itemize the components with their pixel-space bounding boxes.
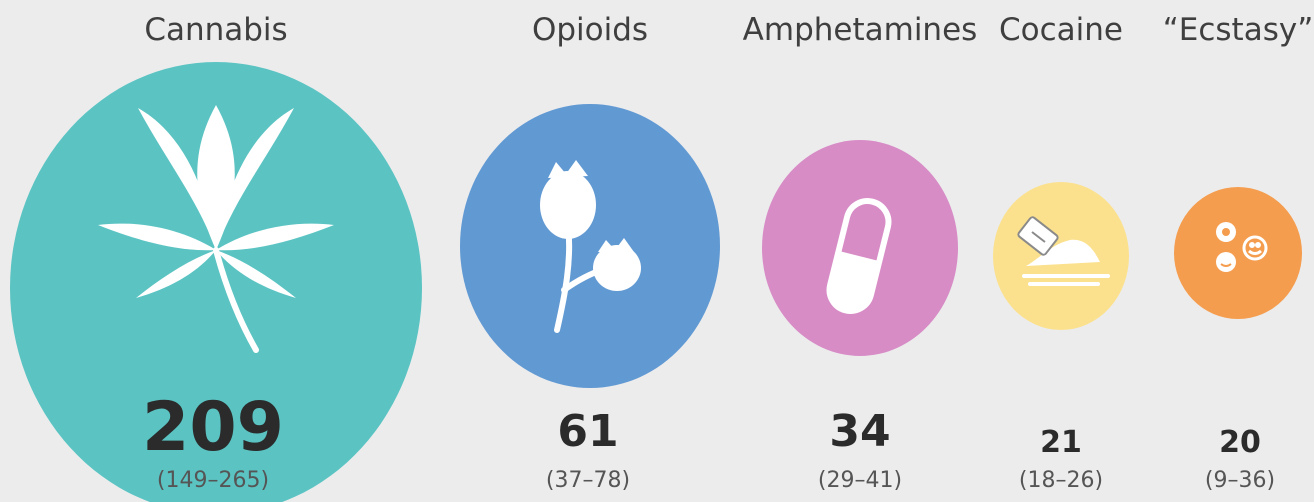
bubble-amphetamines <box>762 140 958 356</box>
range-label-ecstasy: (9–36) <box>1205 468 1275 493</box>
category-label-opioids: Opioids <box>532 12 648 48</box>
category-label-cocaine: Cocaine <box>999 12 1123 48</box>
poppy-icon <box>540 160 641 333</box>
bubble-group-cannabis: Cannabis 209 (149–265) <box>10 12 422 502</box>
value-label-cocaine: 21 <box>1040 425 1082 460</box>
pills-icon <box>1216 222 1268 272</box>
bubble-ecstasy <box>1174 187 1302 319</box>
value-label-ecstasy: 20 <box>1219 425 1261 460</box>
bubble-group-amphetamines: Amphetamines 34 (29–41) <box>743 12 978 493</box>
capsule-icon <box>826 198 892 314</box>
range-label-cannabis: (149–265) <box>157 468 269 493</box>
bubble-group-opioids: Opioids 61 (37–78) <box>460 12 720 493</box>
bubble-group-ecstasy: “Ecstasy” 20 (9–36) <box>1163 12 1314 493</box>
category-label-cannabis: Cannabis <box>144 12 287 48</box>
bubble-cannabis <box>10 62 422 502</box>
value-label-cannabis: 209 <box>142 388 284 467</box>
cannabis-leaf-icon <box>98 105 334 353</box>
range-label-opioids: (37–78) <box>546 468 630 493</box>
range-label-amphetamines: (29–41) <box>818 468 902 493</box>
category-label-ecstasy: “Ecstasy” <box>1163 12 1314 48</box>
range-label-cocaine: (18–26) <box>1019 468 1103 493</box>
category-label-amphetamines: Amphetamines <box>743 12 978 48</box>
bubble-group-cocaine: Cocaine 21 (18–26) <box>993 12 1129 493</box>
value-label-amphetamines: 34 <box>829 406 890 457</box>
value-label-opioids: 61 <box>557 406 618 457</box>
bubble-opioids <box>460 104 720 388</box>
razor-powder-icon <box>1017 216 1110 286</box>
